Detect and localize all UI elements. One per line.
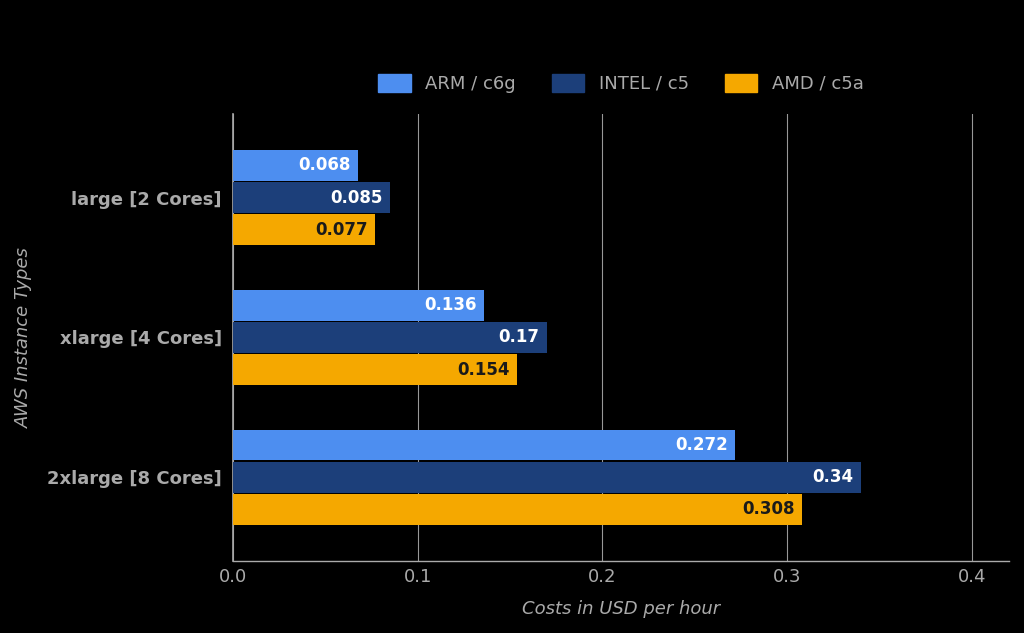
Bar [232, 322, 547, 353]
Bar [232, 215, 375, 245]
Bar [232, 462, 861, 492]
Text: 0.308: 0.308 [742, 501, 795, 518]
Text: 0.085: 0.085 [330, 189, 382, 206]
Bar [232, 182, 390, 213]
Bar [232, 494, 802, 525]
Text: 0.17: 0.17 [499, 329, 540, 346]
Text: 0.077: 0.077 [315, 221, 368, 239]
Y-axis label: AWS Instance Types: AWS Instance Types [15, 247, 33, 428]
Text: 0.154: 0.154 [458, 361, 510, 379]
Legend: ARM / c6g, INTEL / c5, AMD / c5a: ARM / c6g, INTEL / c5, AMD / c5a [369, 65, 872, 102]
Bar [232, 354, 517, 385]
Text: 0.34: 0.34 [813, 468, 854, 486]
Text: 0.068: 0.068 [299, 156, 351, 174]
Text: 0.136: 0.136 [424, 296, 477, 314]
Text: 0.272: 0.272 [675, 436, 728, 454]
Bar [232, 290, 484, 320]
Bar [232, 150, 358, 180]
X-axis label: Costs in USD per hour: Costs in USD per hour [522, 600, 720, 618]
Bar [232, 430, 735, 460]
